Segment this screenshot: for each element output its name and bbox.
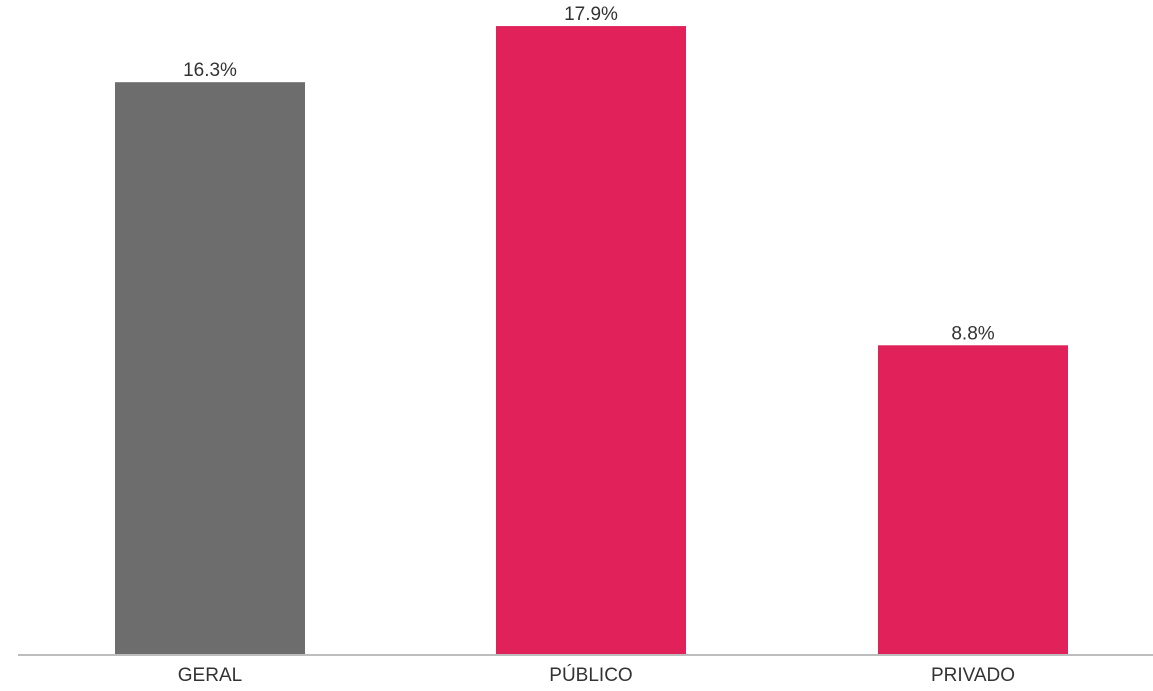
- data-label-1: 17.9%: [564, 4, 618, 25]
- x-tick-label-2: PRIVADO: [931, 665, 1015, 686]
- data-labels-group: 16.3% 17.9% 8.8%: [183, 4, 995, 344]
- x-tick-labels-group: GERAL PÚBLICO PRIVADO: [178, 664, 1015, 686]
- bar-0: [115, 82, 305, 655]
- x-tick-label-1: PÚBLICO: [549, 664, 632, 686]
- x-tick-label-0: GERAL: [178, 665, 242, 686]
- data-label-0: 16.3%: [183, 60, 237, 81]
- bar-2: [878, 345, 1068, 654]
- bar-1: [496, 26, 686, 655]
- data-label-2: 8.8%: [951, 323, 994, 344]
- bars-group: [115, 26, 1068, 655]
